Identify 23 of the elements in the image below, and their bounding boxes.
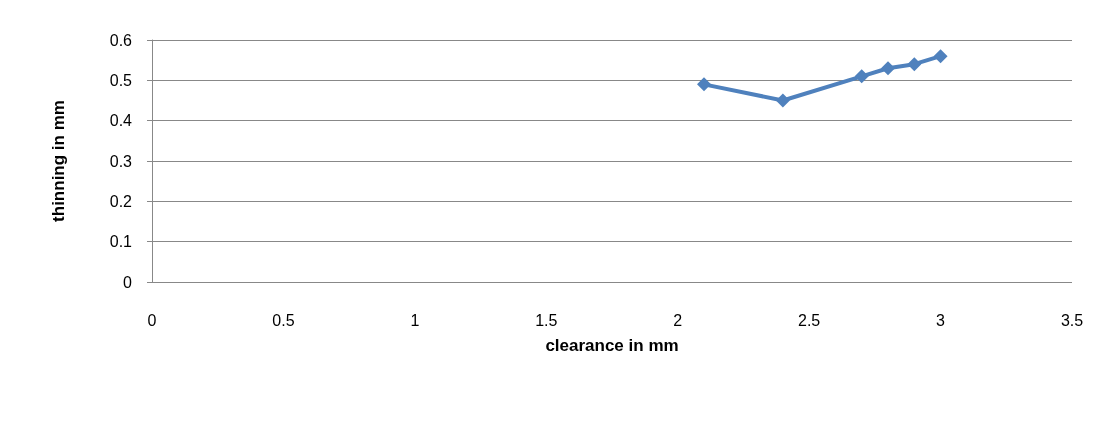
point	[907, 57, 922, 72]
y-tick-label: 0.3	[109, 152, 133, 170]
y-axis-title: thinning in mm	[49, 100, 68, 222]
y-tick-label: 0.1	[109, 233, 133, 251]
point	[881, 61, 895, 76]
y-tick-label: 0.2	[109, 192, 133, 210]
x-tick-label: 2	[673, 311, 683, 329]
x-tick-label: 0	[147, 311, 157, 329]
x-tick-label: 2.5	[798, 311, 821, 329]
y-tick-label: 0	[123, 273, 133, 291]
point	[775, 93, 790, 108]
point	[933, 49, 948, 64]
x-tick-label: 1	[410, 311, 420, 329]
y-tick-label: 0.6	[109, 31, 133, 49]
x-tick-label: 1.5	[535, 311, 558, 329]
x-tick-label: 3.5	[1060, 311, 1084, 329]
point	[697, 77, 711, 92]
point	[854, 69, 869, 84]
x-tick-label: 0.5	[272, 311, 295, 329]
y-tick-label: 0.4	[109, 112, 133, 130]
x-tick-label: 3	[936, 311, 946, 329]
y-tick-label: 0.5	[109, 71, 133, 89]
x-axis-title: clearance in mm	[545, 336, 679, 355]
